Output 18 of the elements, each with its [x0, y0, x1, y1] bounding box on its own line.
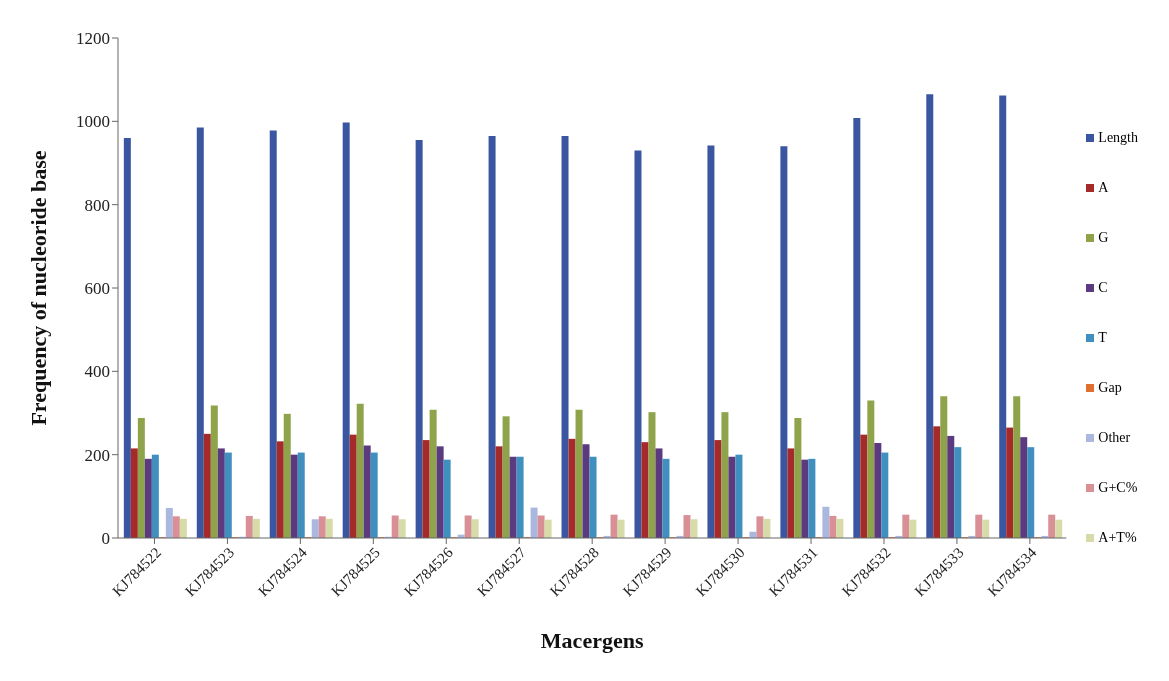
legend-label: G+C%: [1098, 480, 1138, 496]
legend-label: Gap: [1098, 380, 1122, 396]
y-tick-label: 800: [84, 195, 110, 215]
y-tick-label: 1000: [76, 112, 110, 132]
y-tick-label: 200: [84, 445, 110, 465]
y-tick-label: 0: [101, 529, 110, 549]
y-tick-label: 400: [84, 362, 110, 382]
legend-label: Length: [1098, 130, 1138, 146]
legend-label: A+T%: [1098, 530, 1137, 546]
legend-label: Other: [1098, 430, 1131, 446]
legend-label: T: [1098, 330, 1107, 346]
y-tick-label: 1200: [76, 29, 110, 49]
legend-label: G: [1098, 230, 1109, 246]
y-tick-label: 600: [84, 279, 110, 299]
y-axis-title: Frequency of nucleoride base: [25, 150, 51, 426]
legend-label: C: [1098, 280, 1108, 296]
x-axis-title: Macergens: [540, 628, 644, 653]
legend-label: A: [1098, 180, 1109, 196]
